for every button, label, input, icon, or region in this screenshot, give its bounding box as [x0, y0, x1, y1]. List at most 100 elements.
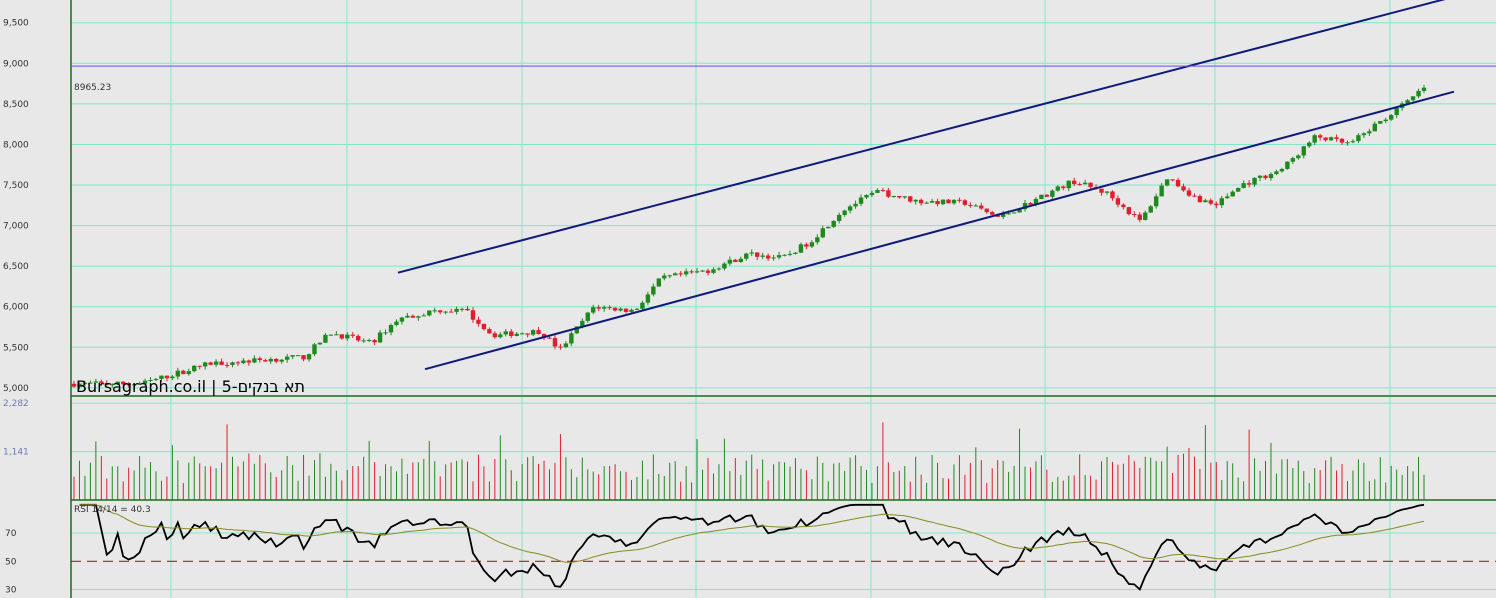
- candle-body: [1257, 175, 1263, 178]
- candle: [377, 329, 383, 344]
- candle: [443, 310, 448, 315]
- candle-body: [1246, 183, 1252, 185]
- candle-body: [142, 380, 148, 384]
- candle: [1099, 188, 1104, 196]
- candle: [623, 308, 629, 314]
- candle: [230, 361, 235, 368]
- candle-body: [1192, 195, 1197, 197]
- candle-body: [71, 383, 77, 387]
- candle-body: [290, 355, 295, 357]
- candle: [962, 199, 968, 207]
- candle: [563, 341, 569, 349]
- candle-body: [716, 268, 722, 270]
- candle: [935, 198, 940, 207]
- candle-body: [990, 212, 995, 215]
- candle-body: [864, 194, 869, 198]
- candle-body: [711, 269, 716, 273]
- candle-body: [558, 346, 563, 348]
- candle: [858, 194, 864, 207]
- candle: [689, 269, 694, 274]
- candle-body: [295, 355, 301, 357]
- candle-body: [1175, 179, 1181, 187]
- price-tick-label: 7,000: [3, 222, 29, 232]
- candle: [771, 254, 776, 261]
- candle: [454, 306, 459, 315]
- candle-body: [836, 214, 842, 221]
- rsi-panel: [71, 503, 1496, 592]
- candle-body: [383, 332, 388, 334]
- candle-body: [492, 333, 498, 338]
- candle: [1126, 206, 1132, 216]
- candle: [323, 333, 328, 344]
- candle-body: [350, 334, 355, 336]
- candle-body: [694, 271, 700, 273]
- candle: [1000, 210, 1006, 220]
- candle: [1241, 180, 1246, 189]
- candle-body: [498, 334, 503, 338]
- candle: [716, 267, 722, 271]
- candle-body: [1339, 138, 1345, 143]
- candle-body: [798, 244, 804, 253]
- candle: [164, 375, 170, 382]
- candle-body: [1186, 190, 1192, 196]
- candle: [1225, 193, 1230, 199]
- candle-body: [459, 308, 465, 310]
- candle-body: [246, 360, 252, 363]
- candle: [437, 310, 443, 315]
- candle: [601, 305, 607, 312]
- candle-body: [224, 364, 230, 366]
- candle-body: [667, 275, 672, 277]
- price-tick-label: 5,500: [3, 343, 29, 353]
- candle-body: [858, 197, 864, 204]
- candle: [394, 319, 399, 327]
- candle: [694, 268, 700, 274]
- candle-body: [601, 307, 607, 309]
- candle: [345, 332, 350, 341]
- candle-body: [345, 334, 350, 339]
- candle-body: [1153, 196, 1159, 207]
- candle-body: [323, 334, 328, 343]
- candle-body: [1159, 185, 1164, 197]
- candle: [1296, 154, 1301, 160]
- candle-body: [1219, 198, 1224, 206]
- candle: [181, 369, 186, 375]
- candle: [1072, 177, 1077, 187]
- candle: [1394, 107, 1399, 119]
- candle: [744, 252, 749, 261]
- candle-body: [1050, 190, 1055, 197]
- candle: [257, 356, 263, 363]
- candle-body: [405, 315, 410, 318]
- candle: [1077, 182, 1082, 186]
- candle-body: [1164, 179, 1170, 186]
- candle: [1170, 179, 1175, 182]
- candle: [1115, 195, 1121, 208]
- candle: [1011, 212, 1017, 214]
- candle: [77, 382, 82, 390]
- candle-body: [880, 190, 886, 192]
- candle-body: [377, 332, 383, 343]
- candle-body: [574, 326, 580, 334]
- candle: [1246, 180, 1252, 188]
- channel-line-lower: [424, 90, 1455, 371]
- candle: [1044, 194, 1050, 197]
- candle: [99, 379, 104, 386]
- candle-body: [886, 190, 891, 197]
- candle: [334, 331, 339, 336]
- candle: [1230, 190, 1235, 197]
- candle: [1301, 145, 1306, 159]
- candle: [973, 203, 979, 207]
- candle-body: [842, 210, 847, 215]
- candle: [284, 353, 290, 363]
- candle-body: [1230, 191, 1235, 197]
- candle-body: [77, 383, 82, 387]
- candle: [1361, 132, 1367, 139]
- candle: [591, 304, 596, 315]
- chart-caption: Bursagraph.co.il | 5-תא בנקים: [76, 377, 305, 396]
- candle-body: [301, 355, 306, 360]
- channel-lines: [397, 0, 1455, 371]
- candle-body: [230, 362, 235, 365]
- candle-body: [738, 258, 744, 263]
- candle: [1339, 138, 1345, 146]
